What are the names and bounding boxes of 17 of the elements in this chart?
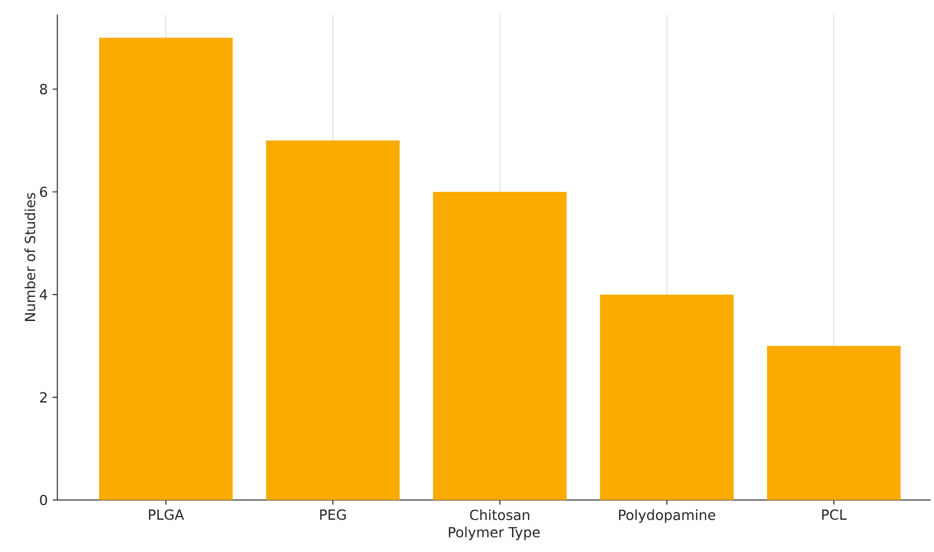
x-tick-label: PEG [320,509,346,520]
y-tick-label: 6 [40,186,48,198]
x-tick-label: Chitosan [470,509,530,520]
y-tick-label: 4 [40,289,48,300]
y-tick-label: 8 [40,84,48,94]
bar [433,192,567,500]
x-axis-title: Polymer Type [448,526,540,540]
bar [767,346,901,500]
bar [266,140,400,500]
y-tick-label: 0 [40,494,48,506]
bar [600,294,734,500]
x-tick-label: PLGA [148,509,184,520]
bar [99,38,233,500]
x-tick-label: PCL [822,509,847,520]
y-tick-label: 2 [40,392,47,402]
y-axis-title: Number of Studies [24,192,36,321]
x-tick-label: Polydopamine [619,509,716,523]
